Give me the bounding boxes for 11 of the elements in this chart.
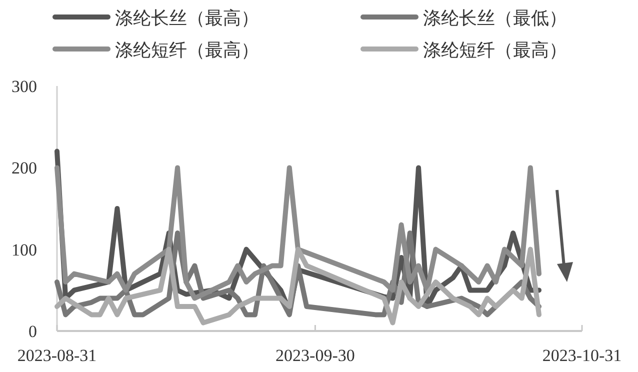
x-tick-label: 2023-10-31 — [542, 346, 622, 365]
x-tick-label: 2023-08-31 — [17, 346, 97, 365]
x-tick-label: 2023-09-30 — [276, 346, 355, 365]
y-tick-label: 300 — [12, 77, 37, 96]
legend-label: 涤纶短纤（最高） — [115, 40, 259, 61]
y-tick-label: 100 — [12, 240, 37, 260]
y-tick-label: 200 — [12, 158, 37, 178]
legend-label: 涤纶长丝（最低） — [423, 8, 567, 29]
legend-label: 涤纶短纤（最高） — [423, 40, 567, 61]
y-tick-label: 0 — [28, 322, 37, 341]
legend-label: 涤纶长丝（最高） — [115, 8, 259, 29]
